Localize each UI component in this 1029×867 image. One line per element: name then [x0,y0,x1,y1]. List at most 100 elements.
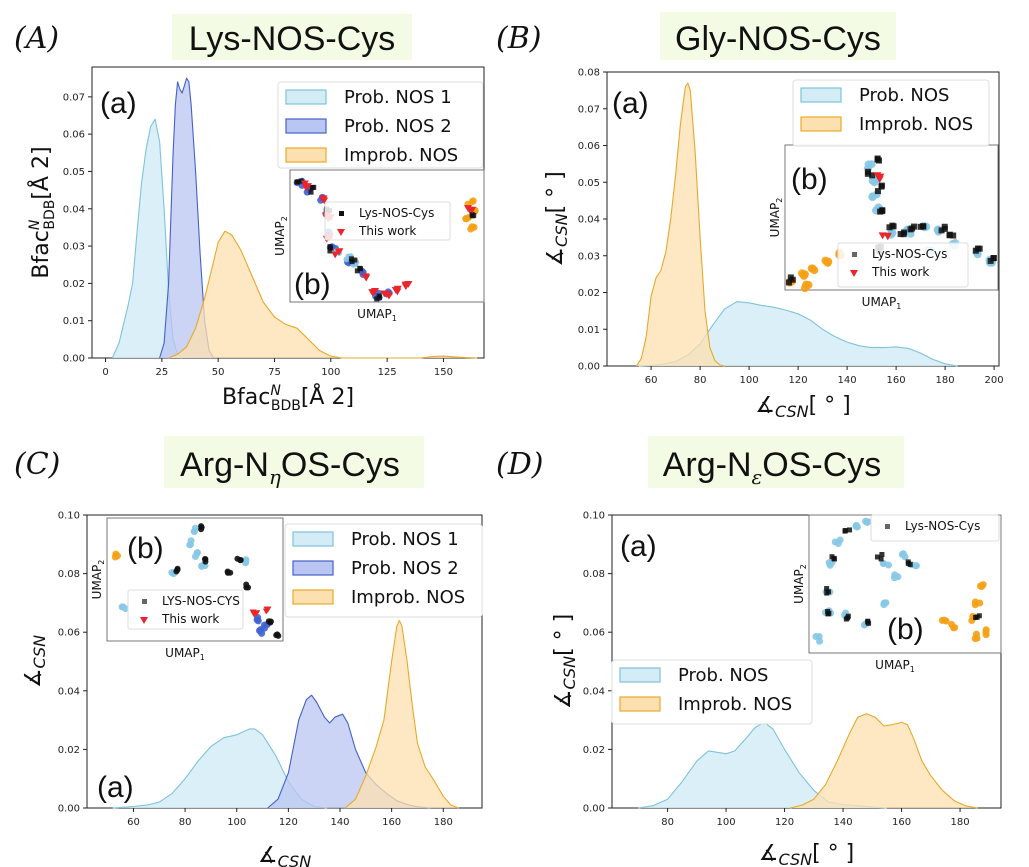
x-tick-label: 150 [434,367,453,378]
scatter-this-work-marker [335,248,344,255]
x-tick-label: 100 [740,375,759,386]
y-axis-label: ∡CSN [21,635,49,688]
y-label-main: Bfac [29,230,54,278]
scatter-point [836,536,844,544]
scatter-square-marker [879,551,885,557]
scatter-point [258,629,266,637]
title-subscript: ε [752,465,763,489]
inset-y-label-sub: 2 [775,198,784,203]
panel-letter: (C) [14,447,60,482]
inset-x-label: UMAP1 [875,658,915,674]
inset-x-label-main: UMAP [875,658,910,672]
title-background [172,14,412,60]
chart-title: Arg-NεOS-Cys [663,446,882,489]
y-tick-label: 0.03 [578,251,600,262]
scatter-point [862,517,870,525]
legend-swatch-improb [292,589,334,605]
scatter-square-marker [826,589,832,595]
legend-triangle-marker [140,617,148,624]
scatter-square-marker [874,155,881,162]
scatter-point [114,552,122,560]
legend-box [611,659,813,725]
x-tick-label: 120 [789,375,808,386]
y-label-main: ∡ [551,690,576,710]
scatter-this-work-marker [303,183,312,190]
x-label-sup: N [270,383,281,399]
y-axis-label: ∡CSN[ ° ] [551,614,579,709]
panel-letter: (B) [496,21,541,56]
chart-title: Lys-NOS-Cys [189,20,396,58]
legend-swatch-prob1 [619,667,661,683]
y-tick-label: 0.04 [58,686,80,697]
scatter-square-marker [843,616,849,622]
x-tick-label: 180 [434,817,453,828]
scatter-square-marker [950,232,957,239]
scatter-point [191,524,199,532]
y-tick-label: 0.10 [58,511,80,522]
scatter-point [982,626,990,634]
legend-swatch-prob1 [292,531,334,547]
legend-triangle-marker [850,270,858,277]
y-label-main: ∡ [21,668,46,688]
legend-label: Prob. NOS [678,665,768,686]
scatter-square-marker [878,556,884,562]
scatter-this-work-marker [253,610,261,617]
legend-swatch-prob1 [800,87,842,103]
y-tick-label: 0.10 [583,511,605,522]
legend-label: Improb. NOS [344,145,458,166]
y-label-sub: CSN [560,656,579,690]
inset-y-label: UMAP2 [768,198,784,238]
inset-y-label: UMAP2 [273,216,289,256]
scatter-point [237,557,244,564]
kde-line-improb [635,82,725,367]
scatter-square-marker [348,256,354,262]
x-label-sub: CSN [778,850,812,867]
scatter-point [265,618,272,625]
inset-legend-label: Lys-NOS-Cys [905,519,980,533]
legend-square-marker [142,599,147,604]
inset-legend-box [837,242,969,288]
kde-area-improb [168,231,478,358]
chart-panel-D: (D) Arg-NεOS-Cys 80 100 120 140 160 180 0.00 0.02… [496,436,1002,867]
chart-panel-A: (A) Lys-NOS-Cys 0 25 50 75 100 125 150 0.00 0.01 0.… [14,14,485,414]
legend-label: Improb. NOS [351,587,465,608]
y-tick-label: 0.06 [583,628,605,639]
legend-swatch-improb [800,116,842,132]
kde-line-improb [790,713,978,809]
legend-swatch-prob1 [285,89,327,105]
y-tick-label: 0.08 [583,569,605,580]
inset-y-label: UMAP2 [90,560,106,600]
inset-legend-label: Lys-NOS-Cys [872,247,947,261]
x-tick-label: 80 [661,817,674,828]
scatter-square-marker [327,248,333,254]
inset-x-label: UMAP1 [862,295,902,311]
title-main: Arg-N [663,446,752,484]
y-tick-label: 0.06 [63,130,85,141]
scatter-square-marker [972,247,979,254]
x-tick-label: 80 [179,817,192,828]
scatter-point [912,562,920,570]
scatter-this-work-marker [883,233,892,241]
y-tick-label: 0.04 [63,204,85,215]
y-tick-label: 0.00 [578,362,600,373]
scatter-this-work-marker [264,606,272,613]
scatter-square-marker [374,296,380,302]
scatter-point [797,269,806,278]
scatter-square-marker [789,276,796,283]
scatter-square-marker [469,213,475,219]
kde-line-improb [168,230,478,359]
scatter-point [469,197,477,205]
inset-y-label: UMAP2 [792,564,808,604]
scatter-point [804,281,813,290]
legend-triangle-marker [337,229,345,236]
scatter-square-marker [352,257,358,263]
x-label-tail: [ ° ] [812,841,854,866]
y-axis-label: ∡CSN[ ° ] [543,171,571,266]
y-label-sub: CSN [30,635,49,669]
scatter-point [807,264,816,273]
scatter-square-marker [376,293,382,299]
inset-x-label: UMAP1 [357,307,397,323]
title-background [660,12,896,60]
y-tick-label: 0.01 [63,316,85,327]
